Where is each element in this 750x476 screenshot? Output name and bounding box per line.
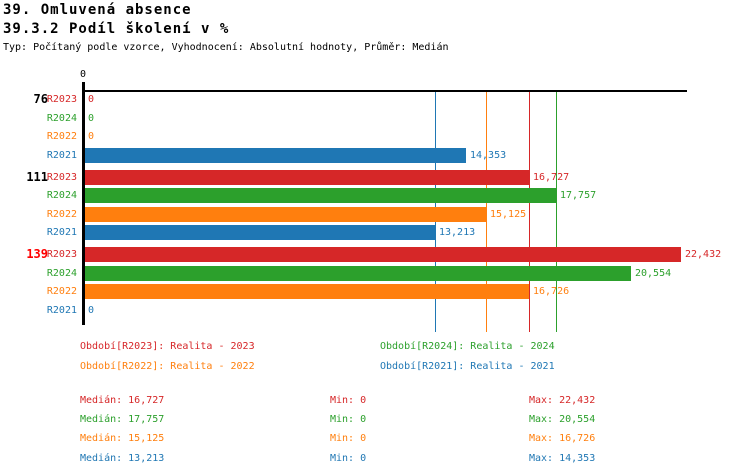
row-label-r2022: R2022 xyxy=(46,286,77,297)
bar-r2021 xyxy=(85,148,466,163)
stat-max-r2021: Max: 14,353 xyxy=(529,453,596,464)
bar-r2022 xyxy=(85,207,486,222)
report-meta: Typ: Počítaný podle vzorce, Vyhodnocení:… xyxy=(3,42,449,53)
stat-max-r2022: Max: 16,726 xyxy=(529,433,596,444)
stat-max-r2023: Max: 22,432 xyxy=(529,395,596,406)
row-label-r2021: R2021 xyxy=(46,305,77,316)
median-line-r2022 xyxy=(486,92,487,332)
y-axis-line xyxy=(82,82,85,325)
bar-r2024 xyxy=(85,266,631,281)
group-label-76: 76 xyxy=(33,92,48,106)
x-axis-line xyxy=(82,90,687,92)
median-line-r2024 xyxy=(556,92,557,332)
stat-min-r2022: Min: 0 xyxy=(330,433,367,444)
report-title: 39. Omluvená absence xyxy=(3,2,192,18)
group-label-111: 111 xyxy=(26,170,48,184)
bar-value-label: 14,353 xyxy=(470,150,507,161)
row-label-r2024: R2024 xyxy=(46,190,77,201)
stat-max-r2024: Max: 20,554 xyxy=(529,414,596,425)
bar-value-label: 15,125 xyxy=(490,209,527,220)
bar-value-label: 13,213 xyxy=(439,227,476,238)
group-label-139: 139 xyxy=(26,247,48,261)
legend-item-r2023: Období[R2023]: Realita - 2023 xyxy=(80,341,255,352)
bar-value-label: 22,432 xyxy=(685,249,722,260)
stat-median-r2024: Medián: 17,757 xyxy=(80,414,165,425)
stat-min-r2024: Min: 0 xyxy=(330,414,367,425)
legend-item-r2022: Období[R2022]: Realita - 2022 xyxy=(80,361,255,372)
stat-min-r2021: Min: 0 xyxy=(330,453,367,464)
median-line-r2023 xyxy=(529,92,530,332)
bar-chart: 0 76 R2023 0 R2024 0 R2022 0 R2021 14,353 111 R202… xyxy=(26,69,722,332)
stat-median-r2021: Medián: 13,213 xyxy=(80,453,165,464)
stat-min-r2023: Min: 0 xyxy=(330,395,367,406)
bar-value-label: 16,727 xyxy=(533,172,570,183)
bar-r2023 xyxy=(85,247,681,262)
legend-item-r2024: Období[R2024]: Realita - 2024 xyxy=(380,341,555,352)
bar-r2022 xyxy=(85,284,529,299)
row-label-r2021: R2021 xyxy=(46,150,77,161)
legend-item-r2021: Období[R2021]: Realita - 2021 xyxy=(380,361,555,372)
bar-r2023 xyxy=(85,170,529,185)
bar-zero-label: 0 xyxy=(88,131,95,142)
report-subtitle: 39.3.2 Podíl školení v % xyxy=(3,21,230,37)
bar-value-label: 16,726 xyxy=(533,286,570,297)
row-label-r2022: R2022 xyxy=(46,131,77,142)
row-label-r2023: R2023 xyxy=(46,249,77,260)
row-label-r2024: R2024 xyxy=(46,113,77,124)
row-label-r2021: R2021 xyxy=(46,227,77,238)
bar-value-label: 20,554 xyxy=(635,268,672,279)
bar-zero-label: 0 xyxy=(88,305,95,316)
x-axis-zero-tick-label: 0 xyxy=(79,69,87,80)
bar-value-label: 17,757 xyxy=(560,190,597,201)
bar-zero-label: 0 xyxy=(88,113,95,124)
row-label-r2023: R2023 xyxy=(46,172,77,183)
row-label-r2022: R2022 xyxy=(46,209,77,220)
row-label-r2024: R2024 xyxy=(46,268,77,279)
bar-r2021 xyxy=(85,225,435,240)
bar-zero-label: 0 xyxy=(88,94,95,105)
row-label-r2023: R2023 xyxy=(46,94,77,105)
bar-r2024 xyxy=(85,188,556,203)
stat-median-r2022: Medián: 15,125 xyxy=(80,433,165,444)
stat-median-r2023: Medián: 16,727 xyxy=(80,395,165,406)
